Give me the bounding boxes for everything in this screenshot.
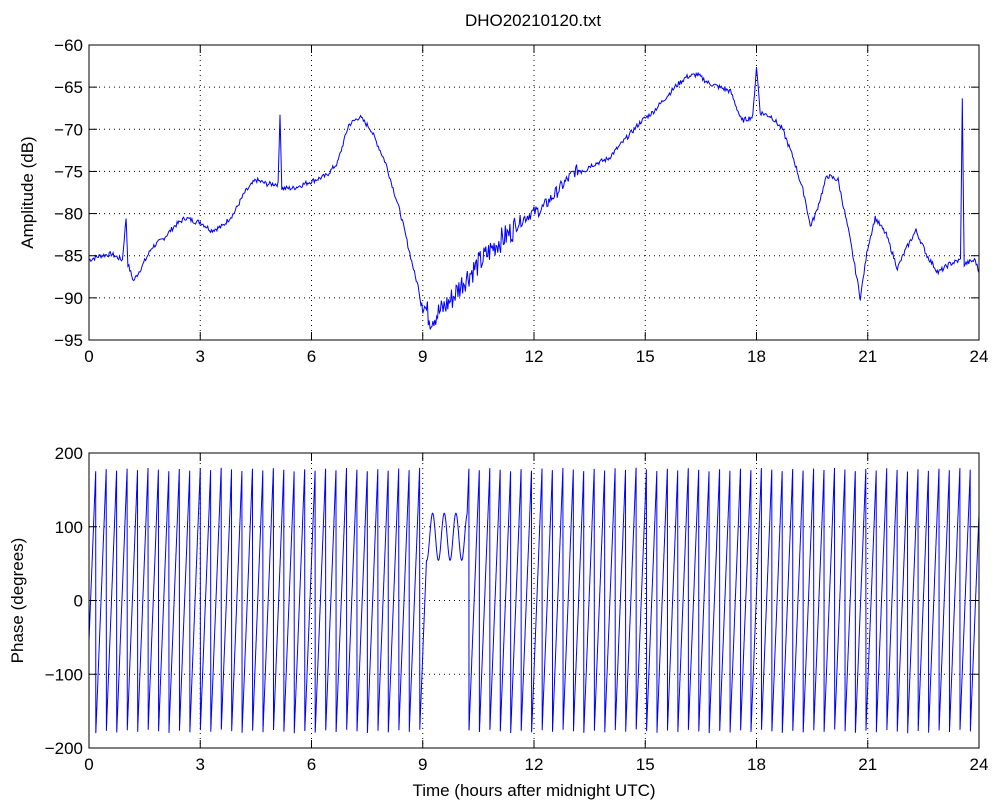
phase-xtick-label: 12 <box>525 755 544 774</box>
phase-xtick-label: 24 <box>970 755 989 774</box>
amplitude-ylabel: Amplitude (dB) <box>18 136 37 248</box>
amplitude-xtick-label: 6 <box>307 347 316 366</box>
phase-ytick-label: 0 <box>74 592 83 611</box>
chart-title: DHO20210120.txt <box>465 11 601 30</box>
phase-ytick-label: 200 <box>55 444 83 463</box>
amplitude-xtick-label: 18 <box>747 347 766 366</box>
phase-ytick-label: 100 <box>55 518 83 537</box>
phase-ytick-label: −200 <box>45 739 83 758</box>
phase-xtick-label: 15 <box>636 755 655 774</box>
phase-series-line <box>88 467 980 734</box>
amplitude-series-line <box>88 67 980 330</box>
phase-xtick-label: 21 <box>858 755 877 774</box>
amplitude-ytick-label: −85 <box>54 247 83 266</box>
amplitude-ytick-label: −95 <box>54 331 83 350</box>
amplitude-ytick-label: −70 <box>54 120 83 139</box>
amplitude-ticks: 0 3 6 9 12 15 18 21 24 −95 −90 −85 −80 −75 −70 −65 −60 <box>54 36 988 366</box>
phase-ticks: 0 3 6 9 12 15 18 21 24 −200 −100 0 100 200 <box>45 444 989 774</box>
amplitude-xtick-label: 15 <box>636 347 655 366</box>
amplitude-ytick-label: −60 <box>54 36 83 55</box>
amplitude-xtick-label: 24 <box>970 347 989 366</box>
amplitude-xtick-label: 3 <box>196 347 205 366</box>
amplitude-xtick-label: 12 <box>525 347 544 366</box>
amplitude-xtick-label: 0 <box>84 347 93 366</box>
amplitude-ytick-label: −90 <box>54 289 83 308</box>
amplitude-xtick-label: 9 <box>418 347 427 366</box>
phase-ylabel: Phase (degrees) <box>8 538 27 664</box>
phase-xtick-label: 18 <box>747 755 766 774</box>
phase-xtick-label: 3 <box>196 755 205 774</box>
phase-xtick-label: 6 <box>307 755 316 774</box>
phase-plot: 0 3 6 9 12 15 18 21 24 −200 −100 0 100 200 Phase (deg… <box>8 444 988 800</box>
phase-xtick-label: 0 <box>84 755 93 774</box>
amplitude-ytick-label: −75 <box>54 162 83 181</box>
amplitude-grid <box>89 45 979 340</box>
amplitude-ytick-label: −65 <box>54 78 83 97</box>
amplitude-plot: 0 3 6 9 12 15 18 21 24 −95 −90 −85 −80 −75 −70 −65 −60 A… <box>18 36 988 366</box>
phase-xtick-label: 9 <box>418 755 427 774</box>
amplitude-xtick-label: 21 <box>858 347 877 366</box>
amplitude-ytick-label: −80 <box>54 205 83 224</box>
phase-xlabel: Time (hours after midnight UTC) <box>412 781 655 800</box>
phase-ytick-label: −100 <box>45 665 83 684</box>
